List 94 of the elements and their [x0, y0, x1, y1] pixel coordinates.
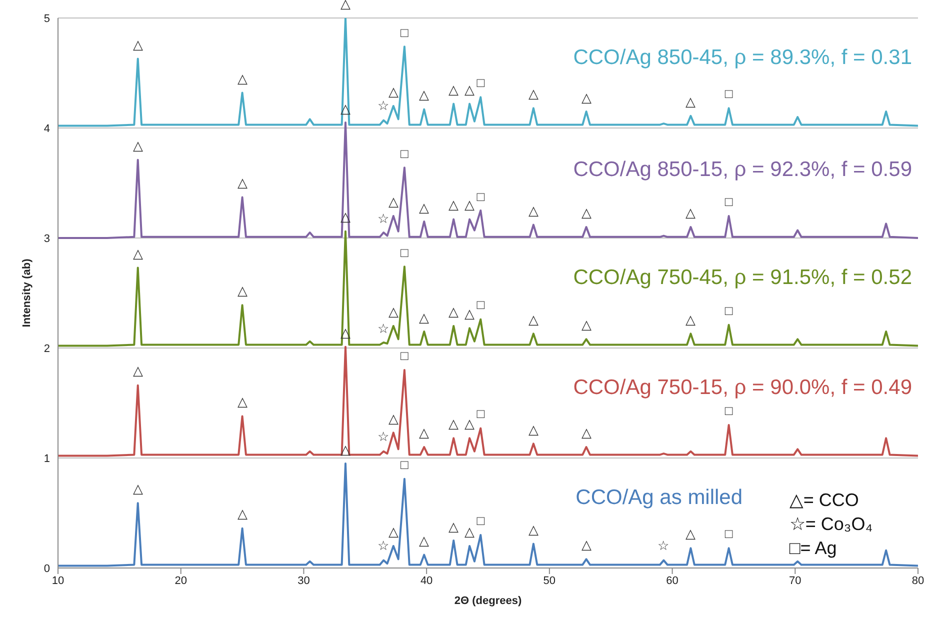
- annotation: △: [236, 506, 248, 522]
- text: CCO/Ag 850-15, ρ = 92.3%, f = 0.59: [573, 156, 912, 183]
- annotation: △: [236, 70, 248, 87]
- annotation: △: [580, 425, 592, 441]
- x-tick-label: 10: [52, 574, 64, 587]
- annotation: ☆: [656, 538, 671, 554]
- annotation: △: [580, 317, 592, 334]
- annotation: ☆: [376, 98, 391, 114]
- line-series: [58, 122, 918, 239]
- annotation: △: [387, 410, 400, 427]
- annotation: △: [418, 310, 430, 326]
- annotation: □: [400, 456, 410, 473]
- annotation: □= Ag: [789, 537, 838, 560]
- annotation: △: [580, 90, 592, 106]
- annotation: △: [527, 312, 540, 328]
- text: CCO/Ag 850-45, ρ = 89.3%, f = 0.31: [573, 44, 912, 71]
- annotation: △: [684, 94, 697, 110]
- annotation: △: [387, 194, 400, 210]
- annotation: △= CCO: [789, 489, 860, 512]
- y-tick-label: 2: [44, 342, 50, 355]
- annotation: □: [476, 75, 485, 90]
- line-series: [58, 18, 918, 127]
- annotation: ☆: [376, 538, 391, 554]
- annotation: △: [236, 394, 248, 410]
- annotation: □: [724, 86, 734, 102]
- annotation: △: [132, 36, 144, 53]
- annotation: △: [448, 197, 460, 214]
- x-tick-label: 30: [298, 574, 310, 587]
- annotation: □: [476, 513, 485, 528]
- x-tick-label: 80: [912, 574, 924, 587]
- annotation: □: [724, 403, 734, 419]
- annotation: △: [464, 306, 475, 322]
- y-tick-label: 5: [44, 12, 50, 25]
- annotation: □: [724, 194, 734, 210]
- annotation: □: [724, 526, 734, 542]
- annotation: △: [684, 526, 697, 542]
- annotation: □: [476, 188, 485, 204]
- annotation: △: [464, 524, 475, 539]
- annotation: ☆: [376, 210, 391, 226]
- annotation: □: [400, 146, 410, 162]
- annotation: △: [448, 82, 460, 98]
- annotation: △: [388, 524, 400, 540]
- annotation: △: [418, 532, 430, 549]
- y-tick-label: 3: [44, 232, 50, 245]
- y-tick-label: 0: [44, 562, 50, 575]
- annotation: △: [464, 197, 475, 212]
- series-label: CCO/Ag 750-15, ρ = 90.0%, f = 0.49: [573, 374, 912, 401]
- annotation: □: [400, 348, 410, 364]
- annotation: △: [418, 87, 430, 104]
- annotation: □: [724, 302, 734, 319]
- annotation: △: [448, 518, 460, 534]
- annotation: △: [339, 0, 352, 12]
- x-tick-label: 20: [174, 574, 187, 587]
- annotation: △: [236, 283, 248, 300]
- annotation: △: [236, 175, 248, 192]
- annotation: ☆= Co₃O₄: [789, 513, 873, 536]
- annotation: △: [527, 522, 540, 538]
- annotation: □: [400, 24, 410, 41]
- x-axis-title: 2Θ (degrees): [454, 595, 522, 607]
- annotation: △: [527, 422, 540, 438]
- annotation: □: [476, 406, 485, 422]
- annotation: △: [448, 416, 460, 432]
- series-label: CCO/Ag as milled: [576, 484, 743, 511]
- annotation: △: [527, 86, 540, 102]
- annotation: △: [464, 416, 475, 432]
- annotation: △: [418, 425, 430, 441]
- x-tick-label: 60: [666, 574, 678, 587]
- annotation: △: [464, 82, 475, 97]
- annotation: ☆: [376, 429, 391, 446]
- annotation: △: [132, 246, 144, 262]
- annotation: □: [400, 244, 410, 261]
- y-axis-title: Intensity (ab): [20, 258, 33, 328]
- line-series: [58, 346, 918, 457]
- text: CCO/Ag 750-45, ρ = 91.5%, f = 0.52: [573, 264, 912, 291]
- y-tick-label: 1: [44, 452, 50, 465]
- y-tick-label: 4: [44, 122, 50, 135]
- annotation: △: [132, 481, 144, 498]
- annotation: △: [684, 205, 697, 221]
- annotation: △: [387, 304, 400, 320]
- annotation: ☆: [376, 320, 391, 336]
- annotation: △: [580, 205, 592, 221]
- annotation: △: [448, 304, 460, 320]
- x-tick-label: 70: [789, 574, 802, 587]
- x-tick-label: 50: [543, 574, 556, 587]
- annotation: □: [476, 297, 485, 312]
- x-tick-label: 40: [420, 574, 433, 587]
- annotation: △: [132, 138, 144, 154]
- annotation: △: [388, 84, 400, 100]
- annotation: △: [527, 202, 540, 219]
- line-series: [58, 230, 918, 347]
- annotation: △: [418, 200, 430, 216]
- annotation: △: [132, 363, 144, 380]
- annotation: △: [684, 312, 697, 328]
- annotation: △: [580, 537, 592, 554]
